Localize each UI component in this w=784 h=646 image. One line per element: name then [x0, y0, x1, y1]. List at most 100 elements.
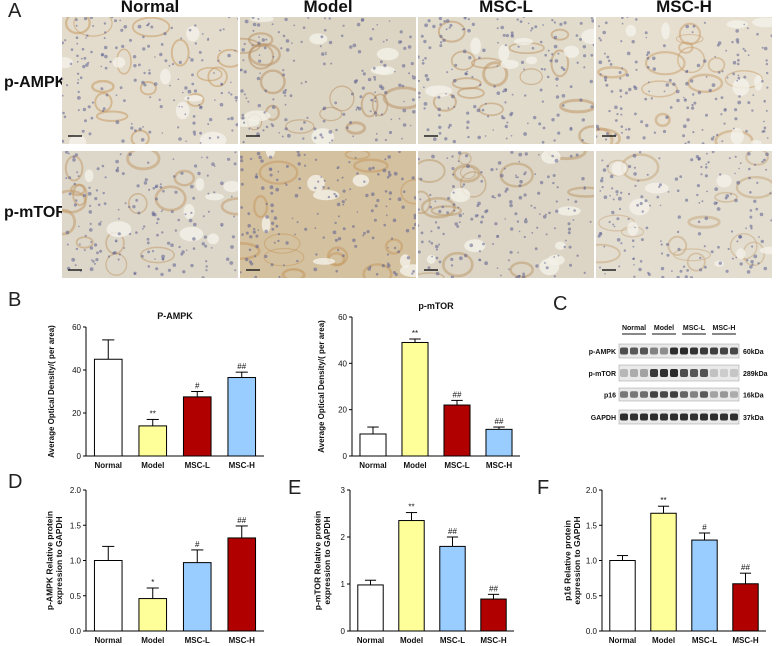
chart-title: P-AMPK	[157, 311, 193, 321]
bar-model	[650, 512, 677, 632]
blot-band	[680, 391, 688, 398]
panel-letter-a: A	[8, 0, 22, 22]
bar-model	[138, 598, 168, 632]
micrograph-pmtor-model	[240, 151, 416, 278]
significance-marker: **	[412, 329, 418, 338]
blot-band	[720, 413, 728, 421]
blot-band	[670, 347, 678, 355]
chart-pampk-relative-expression: 0.0 0.5 1.0 1.5 2.0 p-AMPK Relative proteinex…	[44, 486, 264, 645]
micrograph-pmtor-normal	[62, 151, 238, 278]
y-tick-label: 2	[341, 533, 346, 542]
blot-band	[640, 413, 648, 421]
x-tick-label: Model	[400, 636, 423, 645]
blot-band	[690, 413, 698, 421]
blot-protein-label: p-AMPK	[589, 349, 616, 356]
bar-normal	[609, 560, 636, 632]
y-tick-label: 3	[341, 486, 346, 495]
blot-band	[710, 347, 718, 355]
bar-model	[138, 425, 168, 457]
significance-marker: #	[195, 382, 200, 391]
blot-band	[640, 391, 648, 398]
blot-band	[660, 369, 668, 377]
y-tick-label: 1.0	[70, 557, 82, 566]
y-tick-label: 0.5	[586, 592, 598, 601]
bar-msc-h	[732, 583, 759, 632]
blot-band	[650, 413, 658, 421]
blot-group-label: Normal	[622, 325, 646, 332]
chart-pmtor-relative-expression: 0 1 2 3 p-mTOR Relative proteinexpression to…	[312, 486, 514, 645]
blot-band	[720, 347, 728, 355]
blot-band	[660, 413, 668, 421]
panel-letter-c: C	[553, 293, 568, 315]
micrograph-pampk-model	[240, 17, 416, 144]
blot-band	[700, 369, 708, 377]
y-tick-label: 40	[72, 366, 81, 375]
blot-group-label: Model	[654, 325, 674, 332]
x-tick-label: MSC-H	[486, 461, 512, 470]
x-tick-label: MSC-H	[229, 461, 255, 470]
y-tick-label: 2.0	[586, 486, 598, 495]
blot-band	[710, 369, 718, 377]
y-tick-label: 0.5	[70, 592, 82, 601]
significance-marker: #	[195, 540, 200, 549]
bar-msc-l	[182, 396, 212, 457]
blot-band	[730, 347, 738, 355]
bar-normal	[93, 560, 123, 632]
chart-title: p-mTOR	[418, 301, 454, 311]
blot-band	[660, 391, 668, 398]
y-tick-label: 1	[341, 580, 346, 589]
blot-size-label: 289kDa	[743, 371, 768, 378]
x-tick-label: Model	[403, 461, 426, 470]
micrograph-pampk-msc-l	[418, 17, 594, 144]
blot-band	[640, 369, 648, 377]
y-tick-label: 0	[343, 452, 348, 461]
y-tick-label: 2.0	[70, 486, 82, 495]
blot-strip	[618, 409, 740, 425]
x-tick-label: Model	[652, 636, 675, 645]
bar-model	[398, 520, 425, 632]
bar-msc-h	[227, 377, 257, 457]
bar-msc-h	[485, 428, 513, 457]
blot-band	[710, 413, 718, 421]
significance-marker: ##	[495, 417, 504, 426]
bar-msc-l	[691, 539, 718, 632]
blot-band	[710, 391, 718, 398]
blot-band	[730, 369, 738, 377]
significance-marker: ##	[237, 362, 246, 371]
blot-band	[640, 347, 648, 355]
y-tick-label: 0	[341, 627, 346, 636]
panel-letter-e: E	[288, 477, 302, 499]
blot-band	[690, 391, 698, 398]
panel-letter-b: B	[8, 289, 22, 311]
x-tick-label: Model	[141, 636, 164, 645]
blot-band	[680, 413, 688, 421]
blot-group-label: MSC-H	[713, 325, 736, 332]
chart-pmtor-optical-density: p-mTOR 0 20 40 60 Average Optical Density/( p…	[317, 301, 520, 470]
y-axis-label: Average Optical Density/( per area)	[47, 325, 56, 458]
blot-size-label: 60kDa	[743, 349, 764, 356]
blot-band	[620, 391, 628, 398]
blot-band	[670, 369, 678, 377]
micrograph-pmtor-msc-l	[418, 151, 594, 278]
blot-group-label: MSC-L	[683, 325, 706, 332]
y-tick-label: 1.5	[70, 521, 82, 530]
significance-marker: ##	[453, 390, 462, 399]
blot-band	[680, 369, 688, 377]
column-header-normal: Normal	[120, 0, 180, 16]
chart-p16-relative-expression: 0.0 0.5 1.0 1.5 2.0 p16 Relative proteinexpre…	[562, 486, 766, 645]
row-label-pampk: p-AMPK	[4, 74, 67, 91]
bar-msc-l	[439, 545, 466, 632]
chart-pampk-optical-density: P-AMPK 0 20 40 60 Average Optical Density/( p…	[47, 311, 264, 470]
x-tick-label: MSC-H	[229, 636, 255, 645]
bar-normal	[357, 584, 384, 632]
bar-model	[401, 341, 429, 457]
micrograph-pampk-normal	[62, 17, 238, 144]
blot-band	[630, 369, 638, 377]
significance-marker: ##	[741, 563, 750, 572]
blot-band	[700, 391, 708, 398]
x-tick-label: Normal	[359, 461, 387, 470]
blot-size-label: 37kDa	[743, 415, 764, 422]
blot-band	[730, 391, 738, 398]
blot-band	[650, 391, 658, 398]
y-tick-label: 1.5	[586, 521, 598, 530]
